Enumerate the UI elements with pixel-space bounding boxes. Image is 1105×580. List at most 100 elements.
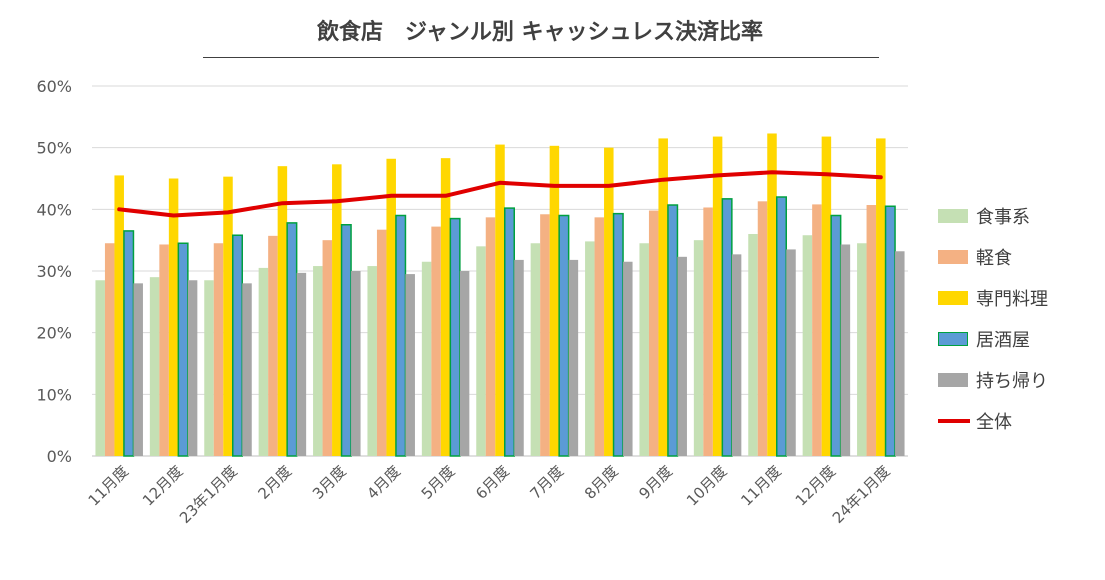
y-tick-label: 20% (36, 324, 72, 343)
bar (286, 222, 298, 457)
bar (693, 240, 704, 456)
bar (296, 272, 307, 456)
x-tick-label: 8月度 (581, 462, 622, 503)
bar (840, 244, 851, 456)
bar (204, 280, 214, 456)
y-tick-label: 60% (36, 77, 72, 96)
bar (232, 234, 243, 457)
legend-label: 持ち帰り (976, 371, 1048, 392)
legend-swatch (938, 291, 968, 305)
x-tick-label: 24年1月度 (829, 462, 894, 527)
y-tick-label: 30% (36, 262, 72, 281)
bar (449, 217, 461, 457)
x-tick-label: 11月度 (737, 462, 784, 509)
bar (802, 235, 813, 456)
bar (776, 196, 787, 457)
bar (866, 205, 877, 456)
bar (242, 283, 252, 456)
legend-label: 居酒屋 (976, 330, 1030, 351)
bar (485, 217, 496, 456)
bar (757, 201, 768, 456)
x-tick-label: 2月度 (255, 462, 296, 503)
bar (712, 136, 723, 457)
bar (367, 266, 377, 456)
bar (213, 243, 224, 456)
legend-item: 持ち帰り (938, 369, 1098, 392)
bar (376, 229, 387, 456)
legend-item: 専門料理 (938, 287, 1098, 310)
bar (495, 144, 505, 457)
bar (594, 217, 605, 456)
bar (721, 198, 733, 457)
bar (168, 178, 179, 456)
x-tick-label: 9月度 (635, 462, 676, 503)
bar (277, 166, 288, 456)
legend-item: 全体 (938, 410, 1098, 433)
bar (895, 251, 905, 456)
legend-item: 軽食 (938, 246, 1098, 269)
bar (767, 133, 777, 456)
bar (476, 246, 486, 456)
bar (149, 277, 160, 456)
bar (884, 205, 896, 457)
legend-item: 食事系 (938, 205, 1098, 228)
bar (549, 145, 560, 457)
bar (386, 158, 396, 456)
bar (540, 214, 550, 456)
y-tick-label: 0% (47, 447, 72, 466)
bar (421, 261, 432, 456)
bar (667, 204, 679, 457)
legend-swatch (938, 419, 970, 423)
x-tick-label: 4月度 (363, 462, 404, 503)
bar (431, 226, 441, 456)
bar (332, 164, 342, 457)
x-tick-label: 6月度 (472, 462, 513, 503)
bar (731, 254, 742, 456)
bar (459, 271, 470, 456)
y-tick-label: 10% (36, 385, 72, 404)
legend-label: 全体 (976, 412, 1012, 433)
series-line (117, 170, 883, 218)
bar (812, 204, 822, 456)
y-tick-label: 40% (36, 200, 72, 219)
bar (658, 138, 668, 456)
bar (351, 271, 361, 456)
bar (623, 261, 633, 456)
bar (530, 243, 541, 456)
bar (585, 241, 595, 456)
bar (322, 240, 333, 456)
legend-swatch (938, 373, 968, 387)
bar (104, 243, 115, 456)
bar (604, 147, 614, 456)
legend-label: 軽食 (976, 248, 1012, 269)
bar (612, 212, 624, 457)
bar (95, 280, 105, 456)
bar (558, 214, 570, 457)
bar (123, 230, 135, 457)
bar (514, 259, 524, 456)
bar (857, 243, 867, 456)
legend-swatch (938, 332, 968, 346)
bar (395, 214, 407, 457)
bar (830, 214, 842, 457)
bar (786, 249, 796, 456)
x-tick-label: 11月度 (85, 462, 132, 509)
bar (440, 158, 451, 456)
bar (568, 259, 579, 456)
bar (821, 136, 832, 457)
bar (114, 175, 124, 456)
bar (159, 244, 169, 456)
bar (133, 283, 143, 456)
bar (639, 243, 649, 456)
bar (177, 242, 189, 457)
bar (677, 256, 687, 456)
bar (223, 176, 233, 456)
x-tick-label: 7月度 (527, 462, 568, 503)
x-tick-label: 3月度 (309, 462, 350, 503)
bar (405, 274, 415, 456)
legend-swatch (938, 209, 968, 223)
bar (703, 207, 713, 456)
x-tick-label: 23年1月度 (176, 462, 241, 527)
bar (748, 234, 758, 456)
